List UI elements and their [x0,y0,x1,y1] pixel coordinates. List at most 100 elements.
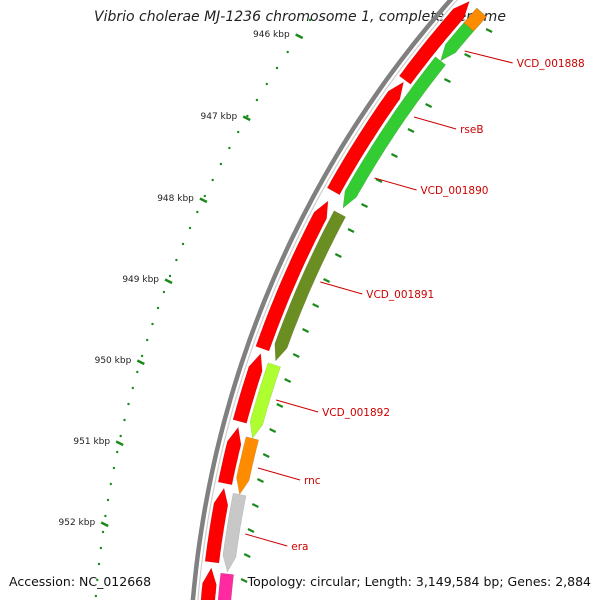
cds-arrow-7 [200,567,217,600]
ruler-dot [246,114,249,118]
kbp-label: 947 kbp [201,112,238,122]
gene-band-6 [222,492,247,573]
ruler-dot [101,530,105,534]
ruler-dot [112,466,116,470]
inner-tick [464,53,472,58]
ruler-dot [168,274,172,278]
ruler-dot [99,546,103,550]
gene-band-3 [274,210,347,362]
gene-band-2 [342,56,447,209]
map-title: Vibrio cholerae MJ-1236 chromosome 1, co… [94,9,506,25]
ruler-major-tick [295,33,304,40]
ruler-dot [275,66,279,70]
ruler-dot [162,290,166,294]
cds-arrow-1 [398,0,470,85]
backbone-inner-line [197,0,459,600]
gene-label-vcd_001891: VCD_001891 [366,289,434,301]
inner-tick [276,403,284,408]
ruler-dot [97,562,101,566]
inner-tick [240,578,248,583]
ruler-dot [140,354,144,358]
ruler-dot [211,178,214,182]
ruler-dot [96,578,99,582]
backbone-ring [190,0,454,600]
gene-label-vcd_001890: VCD_001890 [421,185,489,197]
ruler-dot [219,162,223,166]
leader-line [464,50,513,64]
inner-tick [251,503,259,508]
inner-tick [334,253,342,258]
top-orange-feature [463,7,487,32]
ruler-dot [188,226,192,230]
inner-tick [284,378,292,383]
ruler-dot [104,514,107,518]
kbp-label: 949 kbp [122,275,159,285]
pink-feature [217,572,235,600]
ruler-major-tick [199,197,208,204]
gene-label-rseb: rseB [460,124,483,136]
ruler-dot [151,322,154,326]
inner-tick [375,178,383,183]
cds-arrow-2 [326,81,404,196]
leader-line [413,116,457,130]
kbp-label: 951 kbp [73,437,110,447]
gene-label-vcd_001892: VCD_001892 [322,407,390,419]
ruler-major-tick [164,278,173,285]
ruler-dot [308,18,312,22]
inner-tick [443,78,451,83]
feature-bands [190,0,487,600]
ruler-dot [237,130,240,134]
gene-label-era: era [291,541,308,553]
ruler-major-tick [115,440,124,447]
ruler-dot [127,402,130,406]
ruler-dot [203,194,206,198]
inner-tick [407,128,415,133]
ruler-dot [119,434,122,438]
inner-tick [302,328,310,333]
inner-tick [256,478,264,483]
gene-label-vcd_001888: VCD_001888 [517,58,585,70]
ruler-dot [255,98,259,102]
inner-tick [292,353,300,358]
cds-arrow-4 [232,352,263,424]
ruler-dot [228,146,231,150]
inner-tick [390,153,398,158]
leader-line [257,467,301,481]
leader-line [245,533,288,547]
genome-summary-text: Topology: circular; Length: 3,149,584 bp… [247,574,591,589]
inner-tick [361,203,368,208]
ruler-dot [265,82,268,86]
ruler-dot [123,418,126,422]
inner-tick [247,528,255,533]
inner-tick [312,303,320,308]
gene-label-rnc: rnc [304,475,321,487]
ticks [94,18,493,598]
kbp-label: 948 kbp [157,194,194,204]
inner-tick [269,428,277,433]
ruler-dot [175,258,178,262]
ruler-dot [106,498,110,502]
ruler-dot [196,210,199,214]
accession-text: Accession: NC_012668 [9,574,152,589]
ruler-dot [156,306,160,310]
ruler-dot [94,594,98,598]
cds-arrow-3 [255,200,329,352]
leader-line [275,399,319,413]
ruler-dot [286,50,289,54]
inner-tick [243,553,251,558]
inner-tick [347,228,355,233]
ruler-dot [136,370,139,374]
gene-band-5 [236,436,260,496]
ruler-dot [109,482,113,486]
leader-line [320,281,363,295]
ruler-dot [181,242,185,246]
cds-arrow-6 [204,487,229,564]
inner-tick [323,278,331,283]
kbp-label: 950 kbp [95,356,132,366]
ruler-major-tick [242,115,251,122]
cds-arrow-5 [217,426,242,486]
ruler-dot [131,386,134,390]
kbp-label: 946 kbp [253,30,290,40]
ruler-dot [146,338,149,342]
